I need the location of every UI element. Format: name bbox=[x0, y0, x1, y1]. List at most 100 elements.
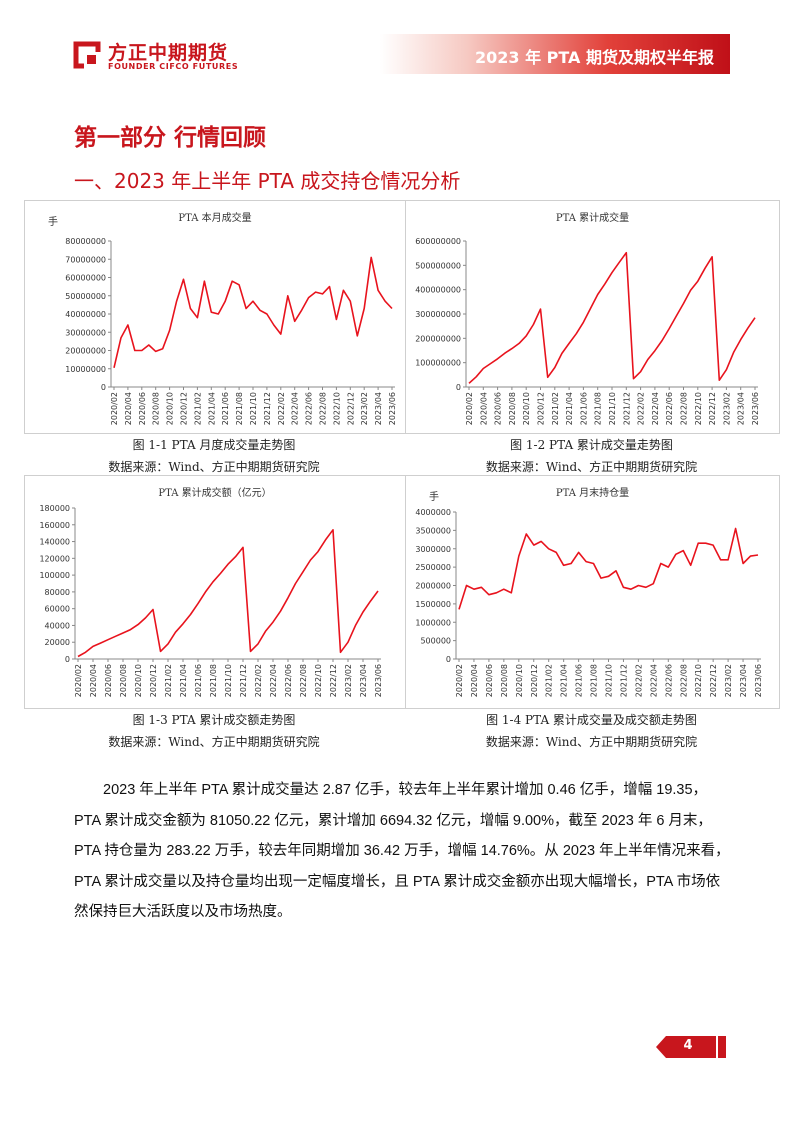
chart-monthly-volume: PTA 本月成交量 手 0 10000000 20000000 30000000 40000… bbox=[24, 200, 406, 434]
x-tick-label: 2022/12 bbox=[709, 664, 718, 697]
x-tick-label: 2020/06 bbox=[494, 392, 503, 425]
page-header: 方正中期期货 FOUNDER CIFCO FUTURES 2023 年 PTA … bbox=[0, 0, 802, 92]
x-tick-label: 2022/06 bbox=[665, 392, 674, 425]
figure-caption: 图 1-3 PTA 累计成交额走势图 bbox=[132, 713, 296, 727]
y-tick-label: 120000 bbox=[39, 554, 70, 563]
x-tick-label: 2020/08 bbox=[152, 392, 161, 425]
x-tick-label: 2020/12 bbox=[149, 664, 158, 697]
report-title: 2023 年 PTA 期货及期权半年报 bbox=[474, 48, 714, 67]
x-tick-label: 2020/04 bbox=[124, 392, 133, 425]
y-tick-label: 140000 bbox=[39, 538, 70, 547]
y-tick-label: 100000 bbox=[39, 571, 70, 580]
x-tick-label: 2022/06 bbox=[284, 664, 293, 697]
logo-icon bbox=[73, 41, 102, 70]
x-tick-label: 2023/04 bbox=[374, 392, 383, 425]
x-tick-label: 2022/02 bbox=[277, 392, 286, 425]
report-title-banner: 2023 年 PTA 期货及期权半年报 bbox=[380, 34, 730, 74]
y-tick-label: 10000000 bbox=[65, 365, 106, 374]
x-tick-label: 2020/04 bbox=[89, 664, 98, 697]
x-tick-label: 2020/10 bbox=[166, 392, 175, 425]
x-tick-label: 2022/06 bbox=[305, 392, 314, 425]
chart-cumulative-turnover-plot: PTA 累计成交额（亿元） 0 20000 40000 60000 80000 100000… bbox=[39, 486, 383, 697]
y-tick-label: 0 bbox=[446, 655, 451, 664]
source-caption: 数据来源：Wind、方正中期期货研究院 bbox=[485, 735, 698, 749]
series-line bbox=[458, 527, 759, 610]
x-tick-label: 2021/06 bbox=[575, 664, 584, 697]
y-tick-label: 80000 bbox=[45, 588, 70, 597]
figure-caption: 图 1-4 PTA 累计成交量及成交额走势图 bbox=[486, 713, 697, 727]
x-tick-label: 2021/12 bbox=[622, 392, 631, 425]
x-tick-label: 2023/06 bbox=[754, 664, 763, 697]
y-tick-label: 100000000 bbox=[415, 359, 461, 368]
x-tick-label: 2021/12 bbox=[263, 392, 272, 425]
x-tick-label: 2023/02 bbox=[724, 664, 733, 697]
chart-cumulative-volume: PTA 累计成交量 0 100000000 200000000 300000000 400… bbox=[405, 200, 780, 434]
chart-open-interest-plot: PTA 月末持仓量 手 0 500000 1000000 1500000 2000000 25… bbox=[415, 486, 763, 697]
body-paragraph: 2023 年上半年 PTA 累计成交量达 2.87 亿手，较去年上半年累计增加 … bbox=[74, 782, 730, 920]
x-tick-label: 2020/02 bbox=[465, 392, 474, 425]
x-tick-label: 2022/02 bbox=[254, 664, 263, 697]
y-tick-label: 0 bbox=[65, 655, 70, 664]
part-title: 第一部分 行情回顾 bbox=[74, 125, 267, 151]
chart-title: PTA 累计成交量 bbox=[556, 211, 629, 224]
x-tick-label: 2021/04 bbox=[179, 664, 188, 697]
x-tick-label: 2021/10 bbox=[249, 392, 258, 425]
logo-text-cn: 方正中期期货 bbox=[108, 42, 229, 64]
y-tick-label: 40000 bbox=[45, 621, 70, 630]
chart-title: PTA 月末持仓量 bbox=[556, 486, 629, 499]
y-tick-label: 40000000 bbox=[65, 310, 106, 319]
y-tick-label: 4000000 bbox=[415, 508, 451, 517]
x-tick-label: 2020/12 bbox=[537, 392, 546, 425]
logo-text-en: FOUNDER CIFCO FUTURES bbox=[108, 62, 239, 71]
x-tick-label: 2022/10 bbox=[314, 664, 323, 697]
chart-title: PTA 累计成交额（亿元） bbox=[158, 486, 271, 499]
y-tick-label: 500000000 bbox=[415, 261, 461, 270]
x-tick-label: 2023/02 bbox=[360, 392, 369, 425]
x-tick-label: 2022/02 bbox=[634, 664, 643, 697]
y-tick-label: 70000000 bbox=[65, 255, 106, 264]
y-tick-label: 2500000 bbox=[415, 563, 451, 572]
series-line bbox=[468, 251, 756, 384]
x-tick-label: 2020/12 bbox=[180, 392, 189, 425]
x-tick-label: 2023/06 bbox=[374, 664, 383, 697]
x-tick-label: 2023/04 bbox=[359, 664, 368, 697]
x-tick-label: 2023/02 bbox=[344, 664, 353, 697]
x-tick-label: 2022/04 bbox=[651, 392, 660, 425]
figure-caption: 图 1-2 PTA 累计成交量走势图 bbox=[510, 438, 673, 452]
x-tick-label: 2020/04 bbox=[470, 664, 479, 697]
y-tick-label: 600000000 bbox=[415, 237, 461, 246]
source-caption: 数据来源：Wind、方正中期期货研究院 bbox=[108, 460, 320, 474]
chart-cumulative-turnover: PTA 累计成交额（亿元） 0 20000 40000 60000 80000 100000… bbox=[24, 475, 406, 709]
x-tick-label: 2021/02 bbox=[193, 392, 202, 425]
x-tick-label: 2021/08 bbox=[235, 392, 244, 425]
y-tick-label: 500000 bbox=[420, 637, 451, 646]
x-tick-label: 2020/08 bbox=[508, 392, 517, 425]
y-tick-label: 400000000 bbox=[415, 286, 461, 295]
y-tick-label: 60000000 bbox=[65, 274, 106, 283]
y-tick-label: 60000 bbox=[45, 605, 70, 614]
x-tick-label: 2023/06 bbox=[751, 392, 760, 425]
y-tick-label: 80000000 bbox=[65, 237, 106, 246]
x-tick-label: 2022/08 bbox=[299, 664, 308, 697]
x-tick-label: 2022/10 bbox=[332, 392, 341, 425]
x-tick-label: 2021/12 bbox=[619, 664, 628, 697]
x-tick-label: 2022/10 bbox=[694, 392, 703, 425]
y-tick-label: 3500000 bbox=[415, 526, 451, 535]
x-tick-label: 2021/10 bbox=[605, 664, 614, 697]
y-unit-label: 手 bbox=[429, 490, 439, 503]
x-tick-label: 2022/04 bbox=[649, 664, 658, 697]
chart-open-interest: PTA 月末持仓量 手 0 500000 1000000 1500000 2000000 25… bbox=[405, 475, 780, 709]
y-tick-label: 50000000 bbox=[65, 292, 106, 301]
x-tick-label: 2021/10 bbox=[224, 664, 233, 697]
x-tick-label: 2022/12 bbox=[329, 664, 338, 697]
source-caption: 数据来源：Wind、方正中期期货研究院 bbox=[108, 735, 320, 749]
y-tick-label: 1500000 bbox=[415, 600, 451, 609]
y-tick-label: 300000000 bbox=[415, 310, 461, 319]
x-tick-label: 2021/08 bbox=[594, 392, 603, 425]
source-caption: 数据来源：Wind、方正中期期货研究院 bbox=[485, 460, 698, 474]
x-tick-label: 2022/10 bbox=[694, 664, 703, 697]
x-tick-label: 2020/10 bbox=[522, 392, 531, 425]
x-tick-label: 2022/08 bbox=[680, 392, 689, 425]
x-tick-label: 2022/04 bbox=[291, 392, 300, 425]
x-tick-label: 2020/02 bbox=[110, 392, 119, 425]
